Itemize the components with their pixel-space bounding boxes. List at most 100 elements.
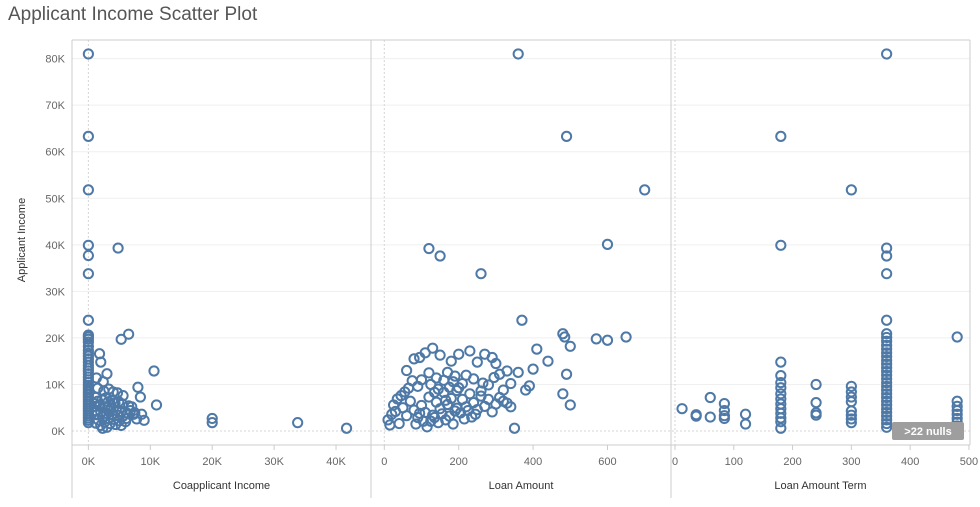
data-point[interactable]	[718, 404, 730, 417]
data-point[interactable]	[531, 343, 543, 355]
data-point[interactable]	[393, 417, 405, 430]
data-point[interactable]	[557, 388, 569, 400]
data-point[interactable]	[445, 392, 457, 405]
data-point[interactable]	[425, 378, 437, 391]
data-point[interactable]	[775, 382, 787, 394]
data-point[interactable]	[427, 342, 439, 354]
data-point[interactable]	[132, 381, 144, 393]
data-point[interactable]	[881, 406, 893, 419]
data-point[interactable]	[881, 343, 893, 355]
data-point[interactable]	[82, 239, 94, 251]
data-point[interactable]	[881, 399, 893, 411]
data-point[interactable]	[881, 358, 893, 370]
data-point[interactable]	[951, 404, 963, 417]
data-point[interactable]	[881, 369, 893, 381]
data-point[interactable]	[97, 422, 109, 434]
data-point[interactable]	[704, 391, 716, 404]
data-point[interactable]	[112, 242, 124, 254]
data-point[interactable]	[881, 414, 893, 426]
data-point[interactable]	[881, 403, 893, 415]
data-point[interactable]	[101, 421, 113, 433]
data-point[interactable]	[881, 421, 893, 433]
data-point[interactable]	[739, 418, 752, 430]
data-point[interactable]	[601, 334, 614, 346]
data-point[interactable]	[564, 340, 576, 352]
nulls-badge-label[interactable]: >22 nulls	[904, 426, 951, 438]
data-point[interactable]	[508, 422, 521, 434]
data-point[interactable]	[464, 388, 476, 400]
data-point[interactable]	[423, 367, 435, 379]
data-point[interactable]	[408, 353, 420, 365]
data-point[interactable]	[93, 399, 105, 411]
data-point[interactable]	[881, 395, 893, 407]
data-point[interactable]	[775, 239, 787, 251]
data-point[interactable]	[564, 399, 576, 411]
data-point[interactable]	[434, 250, 446, 262]
data-point[interactable]	[559, 331, 571, 343]
data-point[interactable]	[881, 377, 893, 389]
data-point[interactable]	[501, 365, 513, 377]
data-point[interactable]	[401, 410, 413, 422]
data-point[interactable]	[881, 380, 893, 392]
data-point[interactable]	[881, 362, 893, 374]
data-point[interactable]	[512, 366, 524, 378]
data-point[interactable]	[447, 418, 459, 430]
data-point[interactable]	[482, 379, 495, 391]
data-point[interactable]	[100, 392, 112, 404]
data-point[interactable]	[103, 405, 116, 417]
data-point[interactable]	[440, 394, 452, 406]
data-point[interactable]	[620, 331, 632, 343]
data-point[interactable]	[106, 394, 119, 406]
data-point[interactable]	[845, 413, 857, 425]
data-point[interactable]	[775, 130, 787, 142]
data-point[interactable]	[505, 377, 517, 390]
data-point[interactable]	[82, 249, 94, 262]
data-point[interactable]	[881, 391, 893, 404]
data-point[interactable]	[718, 412, 730, 425]
data-point[interactable]	[881, 388, 893, 400]
data-point[interactable]	[134, 391, 146, 403]
data-point[interactable]	[676, 403, 688, 415]
data-point[interactable]	[810, 409, 822, 421]
data-point[interactable]	[639, 184, 651, 196]
data-point[interactable]	[881, 328, 893, 340]
data-point[interactable]	[845, 380, 857, 392]
data-point[interactable]	[445, 355, 457, 367]
nulls-indicator[interactable]: >22 nulls	[892, 422, 964, 440]
data-point[interactable]	[148, 365, 160, 377]
data-point[interactable]	[123, 328, 135, 340]
data-point[interactable]	[95, 356, 107, 368]
data-point[interactable]	[82, 184, 94, 196]
data-point[interactable]	[505, 401, 517, 413]
data-point[interactable]	[690, 410, 702, 422]
data-point[interactable]	[775, 377, 787, 389]
data-point[interactable]	[845, 391, 857, 403]
data-point[interactable]	[775, 370, 787, 382]
data-point[interactable]	[120, 412, 132, 425]
data-point[interactable]	[82, 48, 94, 60]
data-point[interactable]	[951, 331, 963, 343]
data-point[interactable]	[881, 314, 893, 326]
data-point[interactable]	[464, 345, 476, 357]
data-point[interactable]	[475, 268, 487, 280]
data-point[interactable]	[881, 373, 893, 385]
data-point[interactable]	[881, 354, 893, 366]
data-point[interactable]	[881, 48, 893, 60]
data-point[interactable]	[107, 386, 119, 398]
data-point[interactable]	[136, 408, 148, 420]
data-point[interactable]	[845, 409, 857, 421]
data-point[interactable]	[845, 417, 857, 429]
data-point[interactable]	[560, 130, 573, 142]
data-point[interactable]	[150, 399, 163, 411]
data-point[interactable]	[82, 314, 94, 326]
data-point[interactable]	[206, 417, 218, 429]
data-point[interactable]	[718, 397, 730, 410]
data-point[interactable]	[488, 371, 500, 384]
data-point[interactable]	[292, 417, 304, 429]
data-point[interactable]	[113, 396, 125, 408]
data-point[interactable]	[82, 268, 94, 280]
data-point[interactable]	[881, 417, 893, 430]
data-point[interactable]	[775, 388, 787, 400]
data-point[interactable]	[527, 363, 539, 375]
data-point[interactable]	[704, 411, 716, 423]
